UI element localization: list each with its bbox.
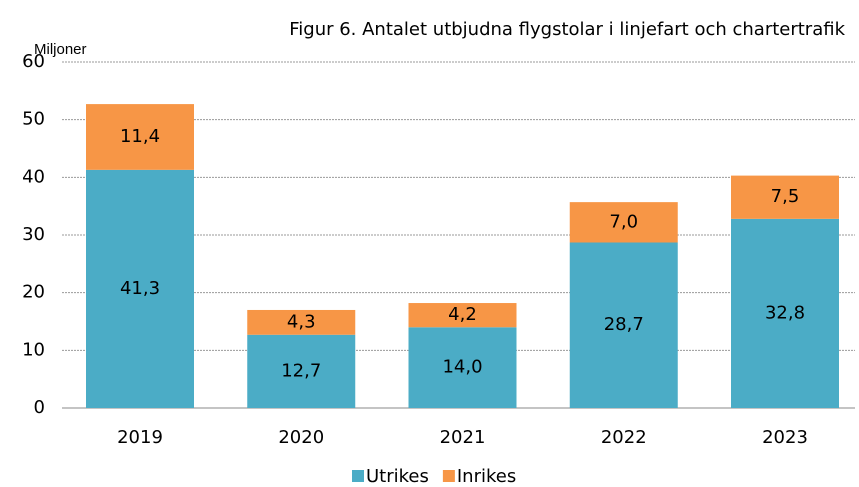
data-label: 11,4 [120,126,160,147]
bar-segment [569,202,678,243]
y-tick-label: 0 [34,397,45,418]
data-label: 28,7 [604,314,644,335]
data-label: 4,2 [448,304,477,325]
y-tick-label: 20 [22,282,45,303]
x-tick-label: 2022 [601,427,647,448]
y-tick-label: 50 [22,109,45,130]
x-tick-label: 2023 [762,427,808,448]
data-label: 14,0 [442,357,482,378]
y-tick-label: 40 [22,166,45,187]
data-label: 7,5 [771,186,800,207]
bar-segment [569,242,678,408]
data-label: 4,3 [287,311,316,332]
data-label: 41,3 [120,278,160,299]
bar-segment [731,175,839,219]
y-axis-label: Miljoner [34,41,87,58]
bar-segment [86,104,194,170]
chart-title: Figur 6. Antalet utbjudna flygstolar i l… [289,19,845,40]
y-tick-label: 30 [22,224,45,245]
y-tick-label: 10 [22,339,45,360]
x-tick-label: 2019 [117,427,163,448]
legend-label: Utrikes [366,466,429,487]
data-label: 7,0 [609,211,638,232]
legend-label: Inrikes [457,466,516,487]
x-tick-label: 2020 [278,427,324,448]
y-tick-label: 60 [22,51,45,72]
bar-segment [247,334,356,408]
bar-segment [731,218,839,408]
data-label: 32,8 [765,302,805,323]
bar-segment [408,327,517,408]
x-tick-label: 2021 [440,427,486,448]
legend-swatch [442,470,455,482]
bar-segment [247,309,356,335]
bar-segment [86,169,194,408]
data-label: 12,7 [281,360,321,381]
legend-swatch [352,470,364,482]
bar-segment [408,303,517,328]
